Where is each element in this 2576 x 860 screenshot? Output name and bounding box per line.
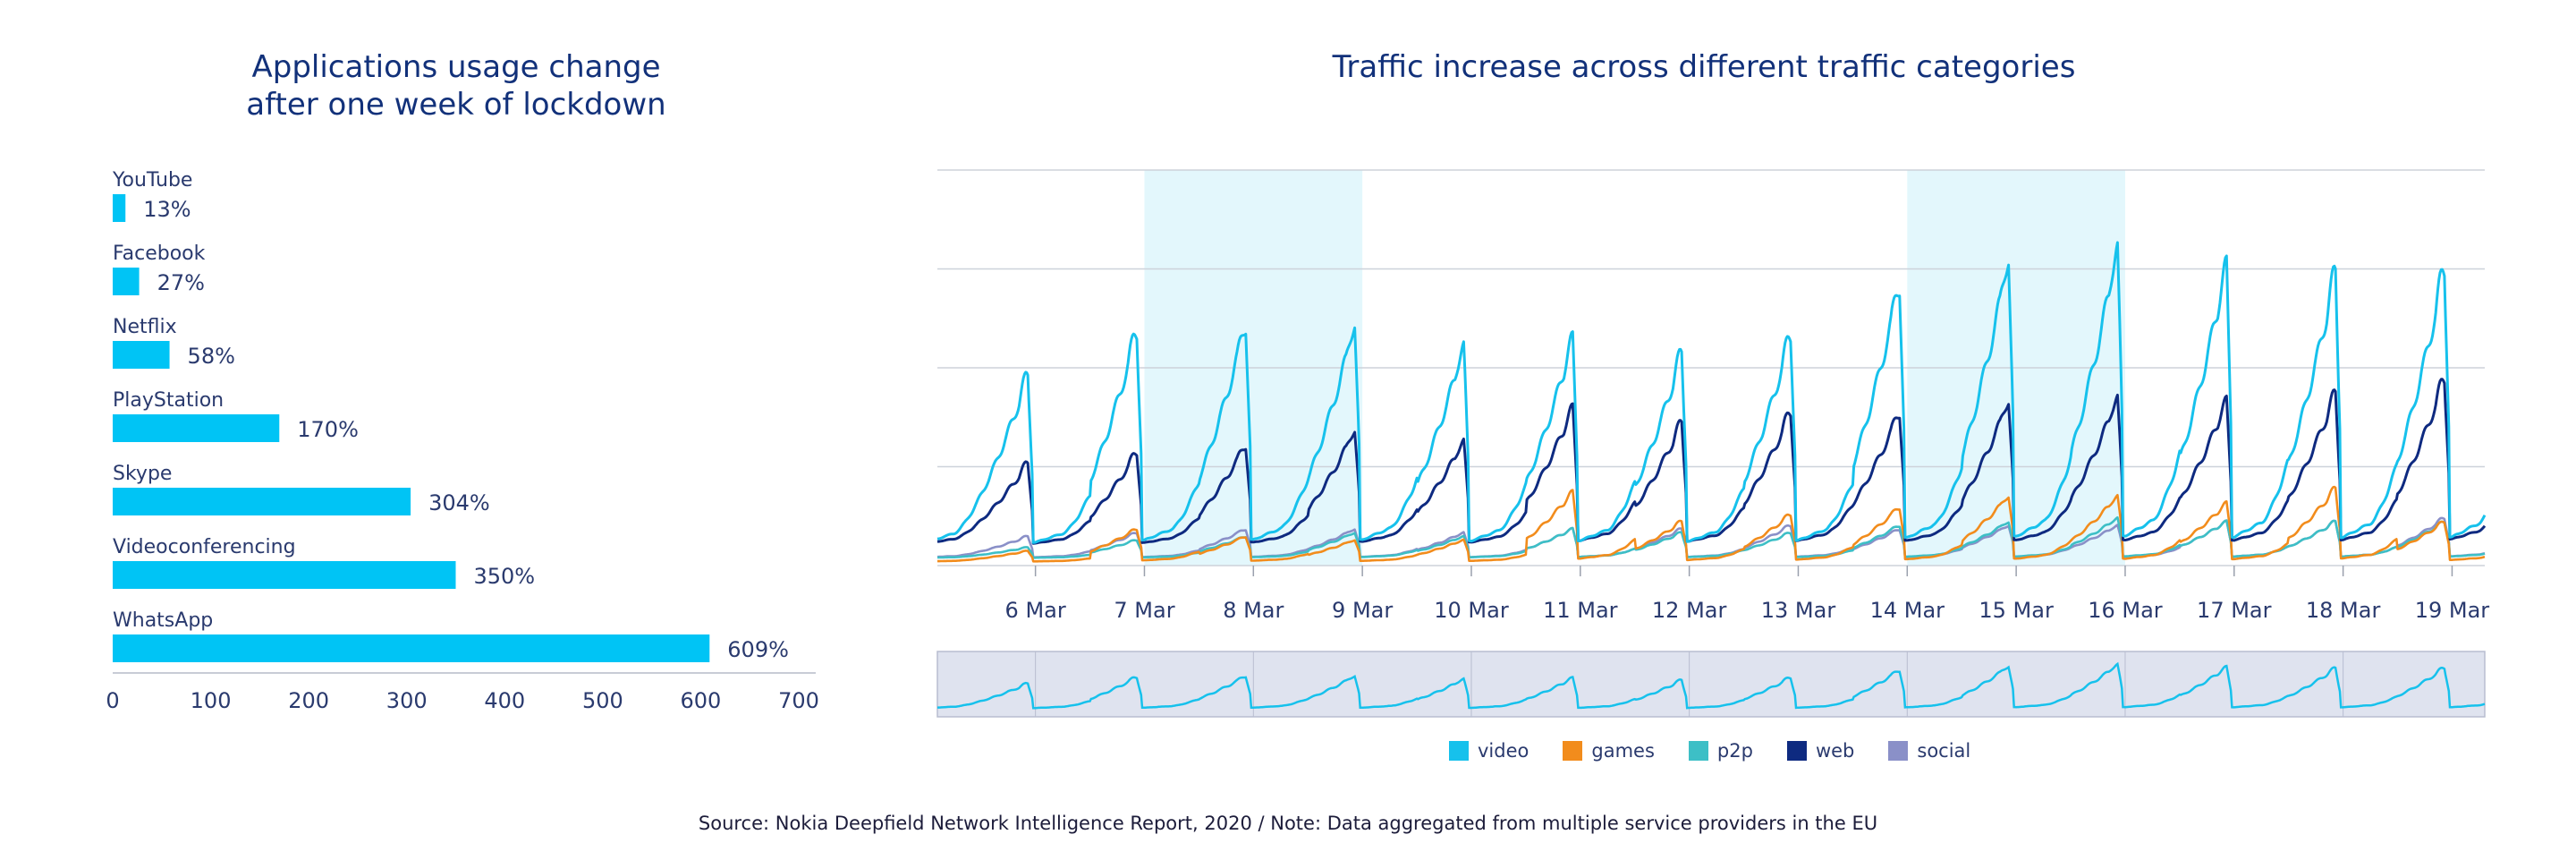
bar <box>113 561 456 589</box>
bar-value-label: 304% <box>428 490 490 515</box>
bar-x-tick-label: 700 <box>778 688 819 713</box>
line-chart: 6 Mar 7 Mar 8 Mar 9 Mar 10 Mar 11 Mar 12 Mar 13… <box>936 169 2490 718</box>
source-note: Source: Nokia Deepfield Network Intellig… <box>698 813 1878 834</box>
bar-category-label: YouTube <box>112 169 192 192</box>
x-tick-label: 16 Mar <box>2088 598 2163 623</box>
legend-swatch <box>1449 741 1469 761</box>
bar <box>113 414 280 442</box>
legend-swatch <box>1786 741 1807 761</box>
x-tick-label: 8 Mar <box>1223 598 1284 623</box>
series-line-web <box>936 378 2487 545</box>
bar-category-label: Facebook <box>113 243 206 265</box>
bar-category-label: PlayStation <box>113 389 224 412</box>
legend-label: p2p <box>1716 740 1753 762</box>
legend-swatch <box>1888 741 1909 761</box>
bar-category-label: Videoconferencing <box>113 536 296 558</box>
legend-label: video <box>1478 740 1530 762</box>
series-line-video <box>936 241 2487 544</box>
legend-label: web <box>1815 740 1855 762</box>
bar-value-label: 170% <box>297 417 359 442</box>
bar <box>113 194 126 222</box>
x-tick-label: 9 Mar <box>1332 598 1393 623</box>
bar-x-tick-label: 400 <box>484 688 525 713</box>
legend-item-social[interactable]: social <box>1888 740 1970 762</box>
bar-category-label: WhatsApp <box>113 609 213 632</box>
legend-item-games[interactable]: games <box>1563 740 1655 762</box>
bar <box>113 341 170 369</box>
x-tick-label: 17 Mar <box>2197 598 2272 623</box>
bar-category-label: Netflix <box>113 316 177 338</box>
bar-value-label: 13% <box>143 197 191 222</box>
bar-category-label: Skype <box>113 463 172 485</box>
bar-x-tick-label: 600 <box>681 688 722 713</box>
bar-value-label: 27% <box>157 270 205 295</box>
legend-label: social <box>1917 740 1971 762</box>
bar-x-tick-label: 0 <box>106 688 119 713</box>
legend-item-video[interactable]: video <box>1449 740 1529 762</box>
bar-value-label: 58% <box>188 344 235 369</box>
x-tick-label: 11 Mar <box>1543 598 1618 623</box>
bar-chart: YouTube 13% Facebook 27% Netflix 58% PlayStati… <box>106 169 819 713</box>
bar-x-tick-label: 100 <box>191 688 232 713</box>
x-tick-label: 7 Mar <box>1114 598 1174 623</box>
legend-item-p2p[interactable]: p2p <box>1688 740 1753 762</box>
bar-x-tick-label: 500 <box>582 688 623 713</box>
bar-chart-title-line-1: Applications usage change <box>251 49 661 85</box>
series-line-games <box>936 485 2486 563</box>
bar-x-tick-label: 200 <box>288 688 329 713</box>
bar-value-label: 350% <box>474 564 536 589</box>
navigator-series-line <box>937 661 2486 710</box>
legend-item-web[interactable]: web <box>1786 740 1855 762</box>
bar-x-tick-label: 300 <box>386 688 428 713</box>
legend-swatch <box>1688 741 1708 761</box>
legend-label: games <box>1591 740 1655 762</box>
x-tick-label: 10 Mar <box>1434 598 1509 623</box>
line-chart-title: Traffic increase across different traffi… <box>1332 49 2076 85</box>
legend-swatch <box>1563 741 1583 761</box>
x-tick-label: 6 Mar <box>1005 598 1066 623</box>
line-chart-legend: video games p2p web social <box>1449 740 1970 762</box>
x-tick-label: 15 Mar <box>1979 598 2054 623</box>
x-tick-label: 18 Mar <box>2306 598 2381 623</box>
bar <box>113 488 411 515</box>
bar-chart-title-line-2: after one week of lockdown <box>246 87 666 123</box>
bar <box>113 268 140 295</box>
x-tick-label: 14 Mar <box>1870 598 1945 623</box>
x-tick-label: 19 Mar <box>2415 598 2490 623</box>
x-tick-label: 13 Mar <box>1761 598 1836 623</box>
bar-chart-title: Applications usage change after one week… <box>179 48 733 123</box>
bar <box>113 634 710 662</box>
x-tick-label: 12 Mar <box>1652 598 1727 623</box>
bar-value-label: 609% <box>727 637 789 662</box>
